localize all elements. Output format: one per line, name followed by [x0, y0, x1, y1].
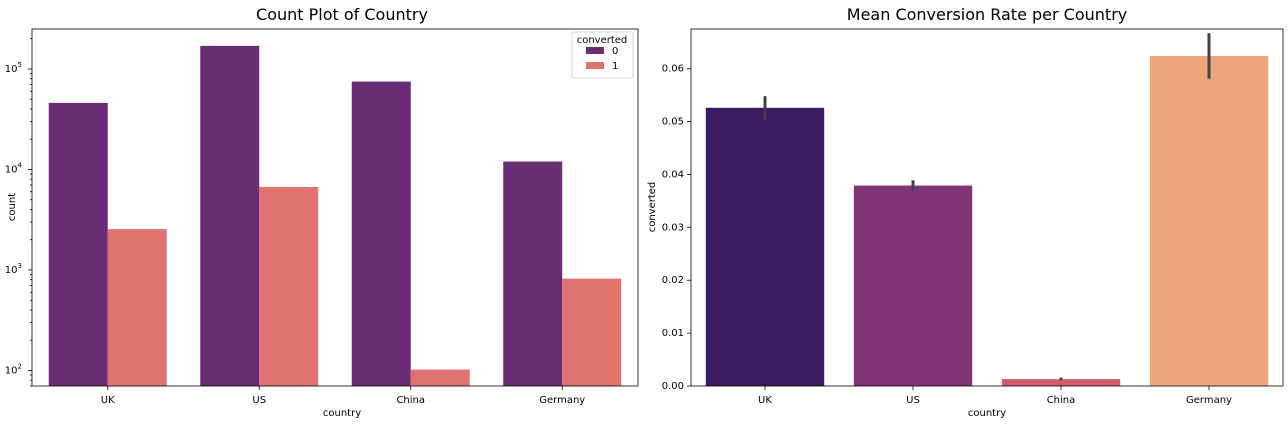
conversion-plot-frame — [690, 28, 1284, 387]
count-xtick-label: Germany — [539, 395, 585, 406]
rate-xtick-label: China — [1047, 395, 1076, 406]
conversion-plot-xlabel: country — [968, 408, 1006, 419]
rate-ytick-label: 0.04 — [662, 169, 684, 180]
rate-xtick-label: UK — [758, 395, 772, 406]
legend-label-1: 1 — [612, 61, 618, 72]
count-bar-us-0 — [200, 45, 260, 387]
count-ytick-label: 104 — [5, 161, 23, 175]
count-bar-germany-0 — [503, 161, 563, 386]
count-ytick-label: 105 — [5, 61, 22, 75]
rate-bar-us — [853, 185, 973, 386]
count-bar-china-0 — [351, 81, 411, 386]
count-xtick-label: UK — [101, 395, 115, 406]
conversion-plot-title: Mean Conversion Rate per Country — [847, 5, 1127, 24]
count-ytick-label: 102 — [5, 362, 22, 376]
count-bar-china-1 — [410, 369, 470, 386]
rate-xtick-label: US — [906, 395, 920, 406]
rate-bar-china — [1001, 379, 1121, 386]
count-bar-germany-1 — [562, 278, 622, 386]
count-bar-us-1 — [259, 186, 319, 386]
rate-xtick-label: Germany — [1186, 395, 1232, 406]
count-plot-xlabel: country — [323, 408, 361, 419]
legend-title: converted — [577, 35, 628, 46]
count-plot: Count Plot of Country 102 103 104 105 UK US C… — [5, 5, 639, 419]
rate-ytick-label: 0.01 — [662, 328, 684, 339]
count-xtick-label: US — [252, 395, 266, 406]
legend-swatch-0 — [586, 47, 604, 54]
rate-ytick-label: 0.05 — [662, 117, 684, 128]
legend-label-0: 0 — [612, 46, 618, 57]
count-ytick-label: 103 — [5, 262, 22, 276]
rate-bar-uk — [705, 107, 825, 386]
conversion-rate-plot: Mean Conversion Rate per Country 0.00 0.0… — [647, 5, 1284, 419]
count-plot-ylabel: count — [7, 193, 18, 221]
legend-swatch-1 — [586, 62, 604, 69]
count-plot-frame — [31, 28, 639, 387]
rate-ytick-label: 0.03 — [662, 222, 684, 233]
count-bar-uk-1 — [107, 229, 167, 386]
count-plot-title: Count Plot of Country — [256, 5, 428, 24]
rate-ytick-label: 0.00 — [662, 381, 684, 392]
count-bar-uk-0 — [48, 102, 108, 387]
rate-bar-germany — [1149, 55, 1269, 387]
conversion-plot-ylabel: converted — [647, 182, 658, 233]
count-xtick-label: China — [396, 395, 425, 406]
rate-ytick-label: 0.02 — [662, 275, 684, 286]
rate-ytick-label: 0.06 — [662, 64, 684, 75]
count-plot-legend: converted 0 1 — [571, 31, 634, 79]
